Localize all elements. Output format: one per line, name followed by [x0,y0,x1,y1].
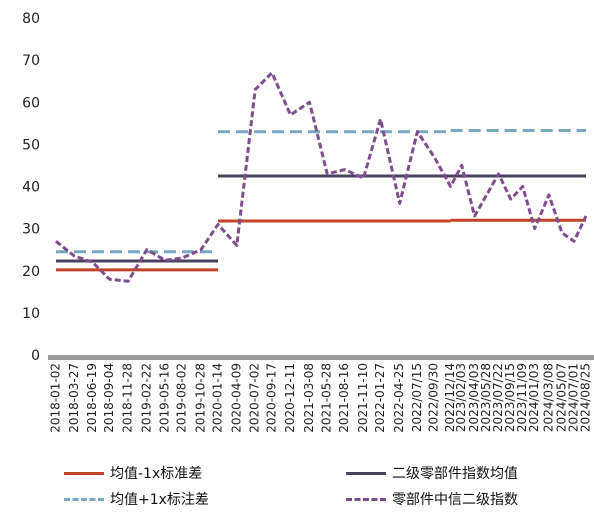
x-tick-label: 2022-04-25 [392,363,406,433]
x-tick-label: 2023/11/09 [515,363,529,432]
x-tick-label: 2022/12/14 [443,363,457,432]
y-tick-label-50: 50 [22,137,40,153]
x-tick-label: 2019-08-02 [175,363,189,433]
x-tick-label: 2018-03-27 [67,363,81,433]
x-tick-label: 2020-09-17 [264,363,278,433]
x-tick-label: 2020-12-11 [283,363,297,433]
legend-swatch-upper [64,497,104,501]
legend-swatch-lower [64,471,104,475]
x-axis-ticks: 2018-01-02 2018-03-27 2018-06-19 2018-09-04… [49,363,593,433]
legend-item-index: 零部件中信二级指数 [346,488,518,510]
y-tick-label-60: 60 [22,95,40,111]
y-tick-label-70: 70 [22,53,40,69]
legend-label-upper: 均值+1x标注差 [110,492,209,508]
x-tick-label: 2019-05-16 [157,363,171,433]
x-tick-label: 2018-06-19 [85,363,99,433]
legend-item-lower: 均值-1x标准差 [64,462,202,484]
legend-item-mean: 二级零部件指数均值 [346,462,518,484]
x-tick-label: 2021-03-08 [302,363,316,433]
y-tick-label-0: 0 [31,348,40,364]
legend-label-index: 零部件中信二级指数 [392,492,518,508]
x-tick-label: 2024/01/03 [527,363,541,432]
y-axis-ticks: 0 10 20 30 40 50 60 70 80 [22,11,40,364]
x-tick-label: 2024/03/08 [541,363,555,432]
x-tick-label: 2018-09-04 [102,363,116,433]
x-tick-label: 2018-11-28 [121,363,135,433]
y-tick-label-80: 80 [22,11,40,27]
x-tick-label: 2024/05/07 [554,363,568,432]
series-layer [55,71,588,283]
legend-item-upper: 均值+1x标注差 [64,488,209,510]
x-tick-label: 2022/07/15 [410,363,424,432]
x-tick-label: 2023/05/28 [479,363,493,432]
x-tick-label: 2020-01-14 [211,363,225,433]
x-tick-label: 2020-07-02 [248,363,262,433]
y-tick-label-40: 40 [22,180,40,196]
x-tick-label: 2018-01-02 [49,363,63,433]
x-axis-line [48,355,594,360]
legend-label-lower: 均值-1x标准差 [110,466,203,482]
x-tick-label: 2022-01-27 [373,363,387,433]
legend-swatch-mean [346,471,386,475]
legend-swatch-index [346,497,386,501]
x-tick-label: 2021-05-28 [320,363,334,433]
y-tick-label-10: 10 [22,306,40,322]
x-tick-label: 2023/04/03 [467,363,481,432]
y-tick-label-20: 20 [22,264,40,280]
x-tick-label: 2023/07/22 [491,363,505,432]
series-index-line [55,71,588,283]
x-tick-label: 2019-10-28 [194,363,208,433]
x-tick-label: 2021-11-10 [356,363,370,433]
x-tick-label: 2022/09/30 [427,363,441,432]
legend: 均值-1x标准差 二级零部件指数均值 均值+1x标注差 零部件中信二级指数 [0,458,594,512]
x-tick-label: 2019-02-22 [139,363,153,433]
x-tick-label: 2023/02/03 [454,363,468,432]
x-tick-label: 2024/07/01 [566,363,580,432]
x-tick-label: 2021-08-16 [337,363,351,433]
y-tick-label-30: 30 [22,222,40,238]
x-tick-label: 2023/09/15 [503,363,517,432]
x-tick-label: 2024/08/25 [579,363,593,432]
x-tick-label: 2020-04-09 [229,363,243,433]
legend-label-mean: 二级零部件指数均值 [392,466,518,482]
